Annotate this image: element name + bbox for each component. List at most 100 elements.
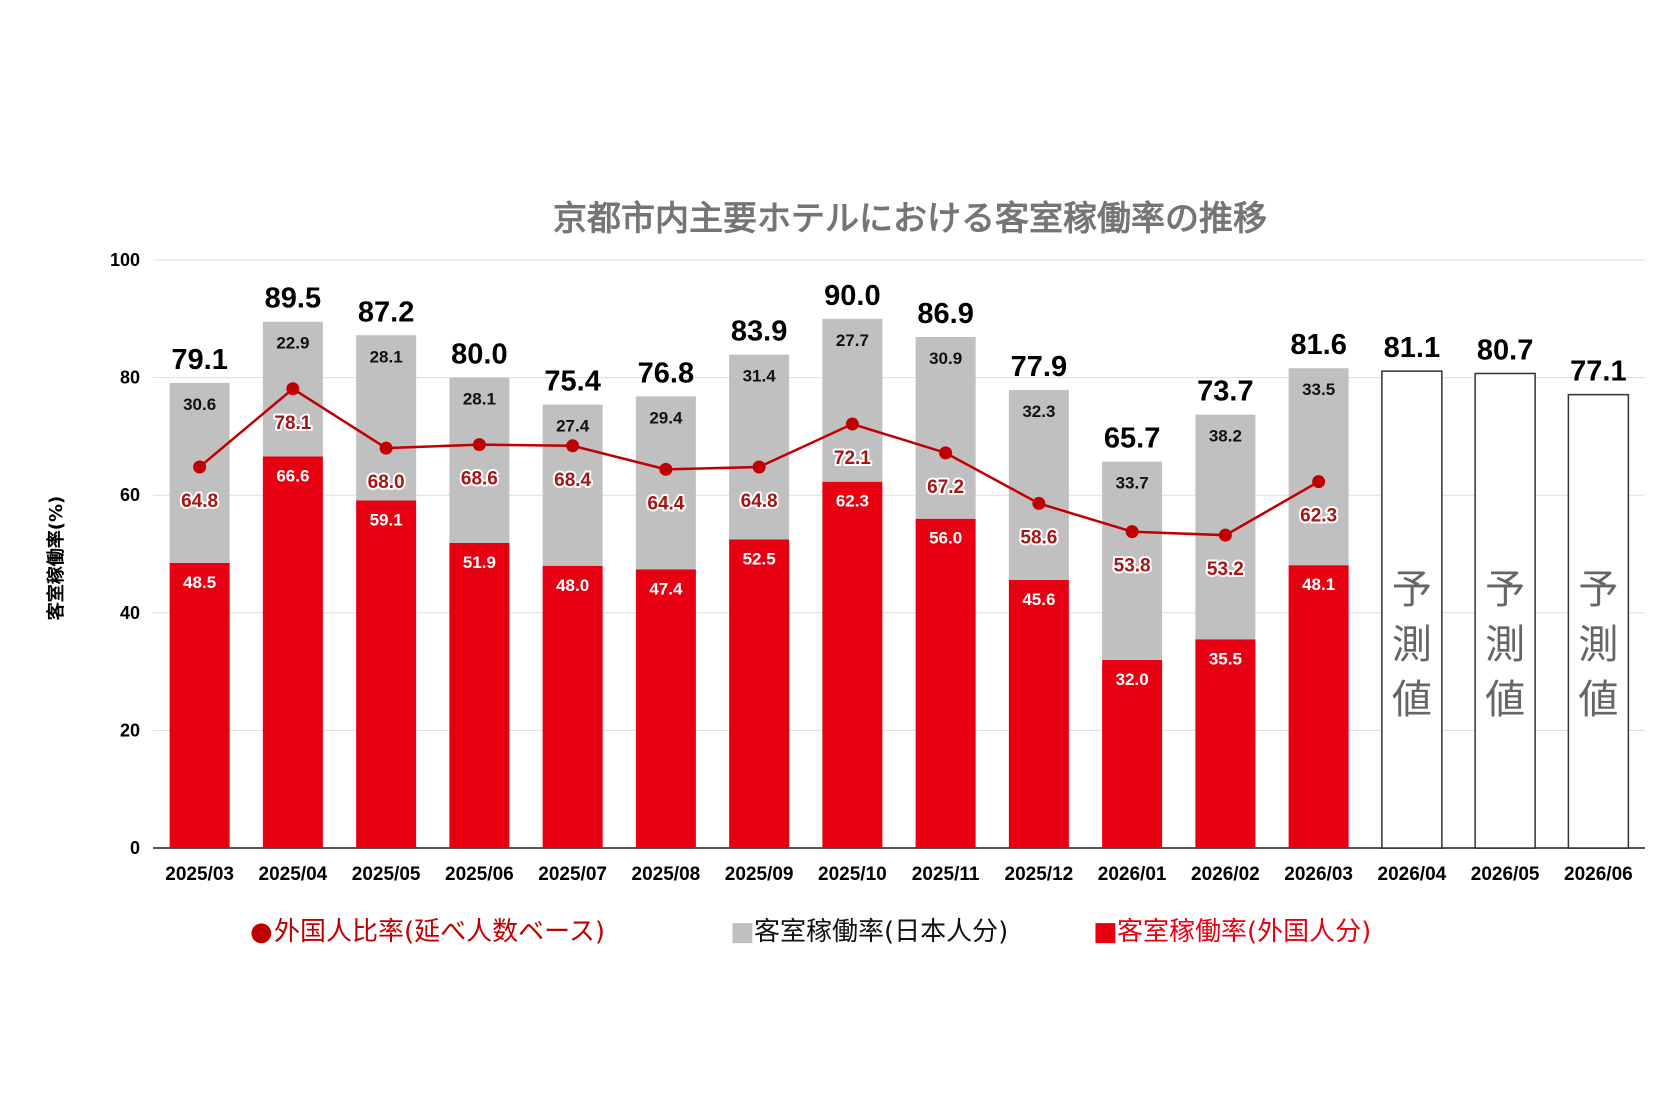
x-tick-label: 2025/04 [259,864,328,885]
ratio-point [659,462,673,476]
total-value-label: 90.0 [824,280,880,312]
bar-japanese [822,318,883,482]
bar-foreign [635,569,696,848]
japanese-value-label: 27.4 [556,417,590,436]
bar-foreign [356,500,417,848]
foreign-value-label: 66.6 [276,466,309,485]
x-tick-label: 2026/05 [1471,864,1540,885]
chart-title: 京都市内主要ホテルにおける客室稼働率の推移 [553,199,1267,239]
x-tick-label: 2025/05 [352,864,421,885]
japanese-value-label: 28.1 [463,390,496,409]
foreign-value-label: 59.1 [370,510,403,529]
total-value-label: 77.9 [1011,351,1067,383]
ratio-value-label: 53.2 [1207,559,1244,580]
total-value-label: 86.9 [917,298,973,330]
bar-foreign [822,481,883,848]
ratio-point [1125,525,1139,539]
x-tick-label: 2025/09 [725,864,794,885]
legend-label: 客室稼働率(日本人分) [754,917,1008,947]
bar-foreign [1195,639,1256,848]
bar-foreign [449,542,510,848]
ratio-value-label: 68.0 [368,472,405,493]
legend-marker: ■ [1093,917,1118,947]
japanese-value-label: 22.9 [276,334,309,353]
foreign-value-label: 62.3 [836,492,869,511]
ratio-value-label: 64.4 [647,493,684,514]
total-value-label: 81.6 [1290,329,1346,361]
ratio-point [752,460,766,474]
y-axis-ticks: 0 20 40 60 80 100 [110,250,140,858]
bar-japanese [729,354,790,540]
foreign-value-label: 51.9 [463,553,496,572]
total-value-label: 65.7 [1104,423,1160,455]
foreign-value-label: 45.6 [1022,590,1055,609]
y-tick-label: 100 [110,250,140,270]
x-tick-label: 2025/10 [818,864,887,885]
foreign-value-label: 48.5 [183,573,216,592]
japanese-value-label: 27.7 [836,331,869,350]
bar-japanese [1008,389,1069,580]
foreign-value-label: 47.4 [649,579,683,598]
japanese-value-label: 30.9 [929,349,962,368]
foreign-value-label: 52.5 [743,549,776,568]
ratio-line-series [193,382,1326,542]
total-value-label: 73.7 [1197,376,1253,408]
x-tick-label: 2025/03 [165,864,234,885]
bar-japanese [449,377,510,543]
x-tick-label: 2026/03 [1284,864,1353,885]
x-axis-ticks: 2025/03 2025/04 2025/05 2025/06 2025/07 2025/… [165,864,1632,885]
bar-foreign [729,539,790,848]
total-value-label: 79.1 [171,344,227,376]
ratio-value-label: 72.1 [834,448,871,469]
bar-japanese [356,335,417,501]
foreign-value-label: 35.5 [1209,649,1242,668]
ratio-point [845,417,859,431]
bar-foreign [1008,579,1069,848]
ratio-point [286,382,300,396]
bar-foreign [1288,565,1349,848]
data-labels: 48.5 30.6 79.1 66.6 22.9 89.5 59.1 28.1 87.2 51.9… [171,280,1626,723]
bar-foreign [915,518,976,848]
ratio-point [566,439,580,453]
japanese-value-label: 33.5 [1302,380,1335,399]
bar-japanese [635,396,696,570]
y-tick-label: 40 [120,603,140,623]
y-tick-label: 80 [120,368,140,388]
bar-japanese [915,337,976,519]
legend-marker: ● [250,917,273,947]
ratio-value-label: 68.4 [554,470,591,491]
legend: ● 外国人比率(延べ人数ベース) ■ 客室稼働率(日本人分) ■ 客室稼働率(外国人分) [250,917,1371,947]
forecast-label-char: 予 [1392,567,1432,613]
ratio-point [939,446,953,460]
ratio-point [1312,475,1326,489]
japanese-value-label: 29.4 [649,408,683,427]
y-axis-title: 客室稼働率(%) [45,496,67,621]
x-tick-label: 2025/11 [912,864,980,885]
foreign-value-label: 32.0 [1116,670,1149,689]
x-tick-label: 2025/07 [538,864,607,885]
bar-japanese [1195,414,1256,640]
ratio-value-label: 62.3 [1300,506,1337,527]
bar-forecast [1567,393,1630,849]
japanese-value-label: 30.6 [183,395,216,414]
japanese-value-label: 31.4 [743,367,777,386]
bar-japanese [1102,461,1163,660]
bar-foreign [262,456,323,848]
forecast-label-char: 測 [1578,622,1618,668]
ratio-value-label: 64.8 [741,491,778,512]
forecast-label-char: 予 [1578,567,1618,613]
total-value-label: 75.4 [544,366,600,398]
total-value-label: 87.2 [358,296,414,328]
bar-foreign [542,565,603,848]
total-value-label: 80.7 [1477,334,1533,366]
bar-foreign [169,562,230,848]
total-value-label: 76.8 [638,357,694,389]
forecast-label-char: 値 [1392,677,1432,723]
ratio-point [472,438,486,452]
x-tick-label: 2026/01 [1098,864,1167,885]
ratio-point [1032,496,1046,510]
ratio-value-label: 64.8 [181,491,218,512]
ratio-value-label: 78.1 [274,413,311,434]
ratio-value-label: 53.8 [1114,556,1151,577]
